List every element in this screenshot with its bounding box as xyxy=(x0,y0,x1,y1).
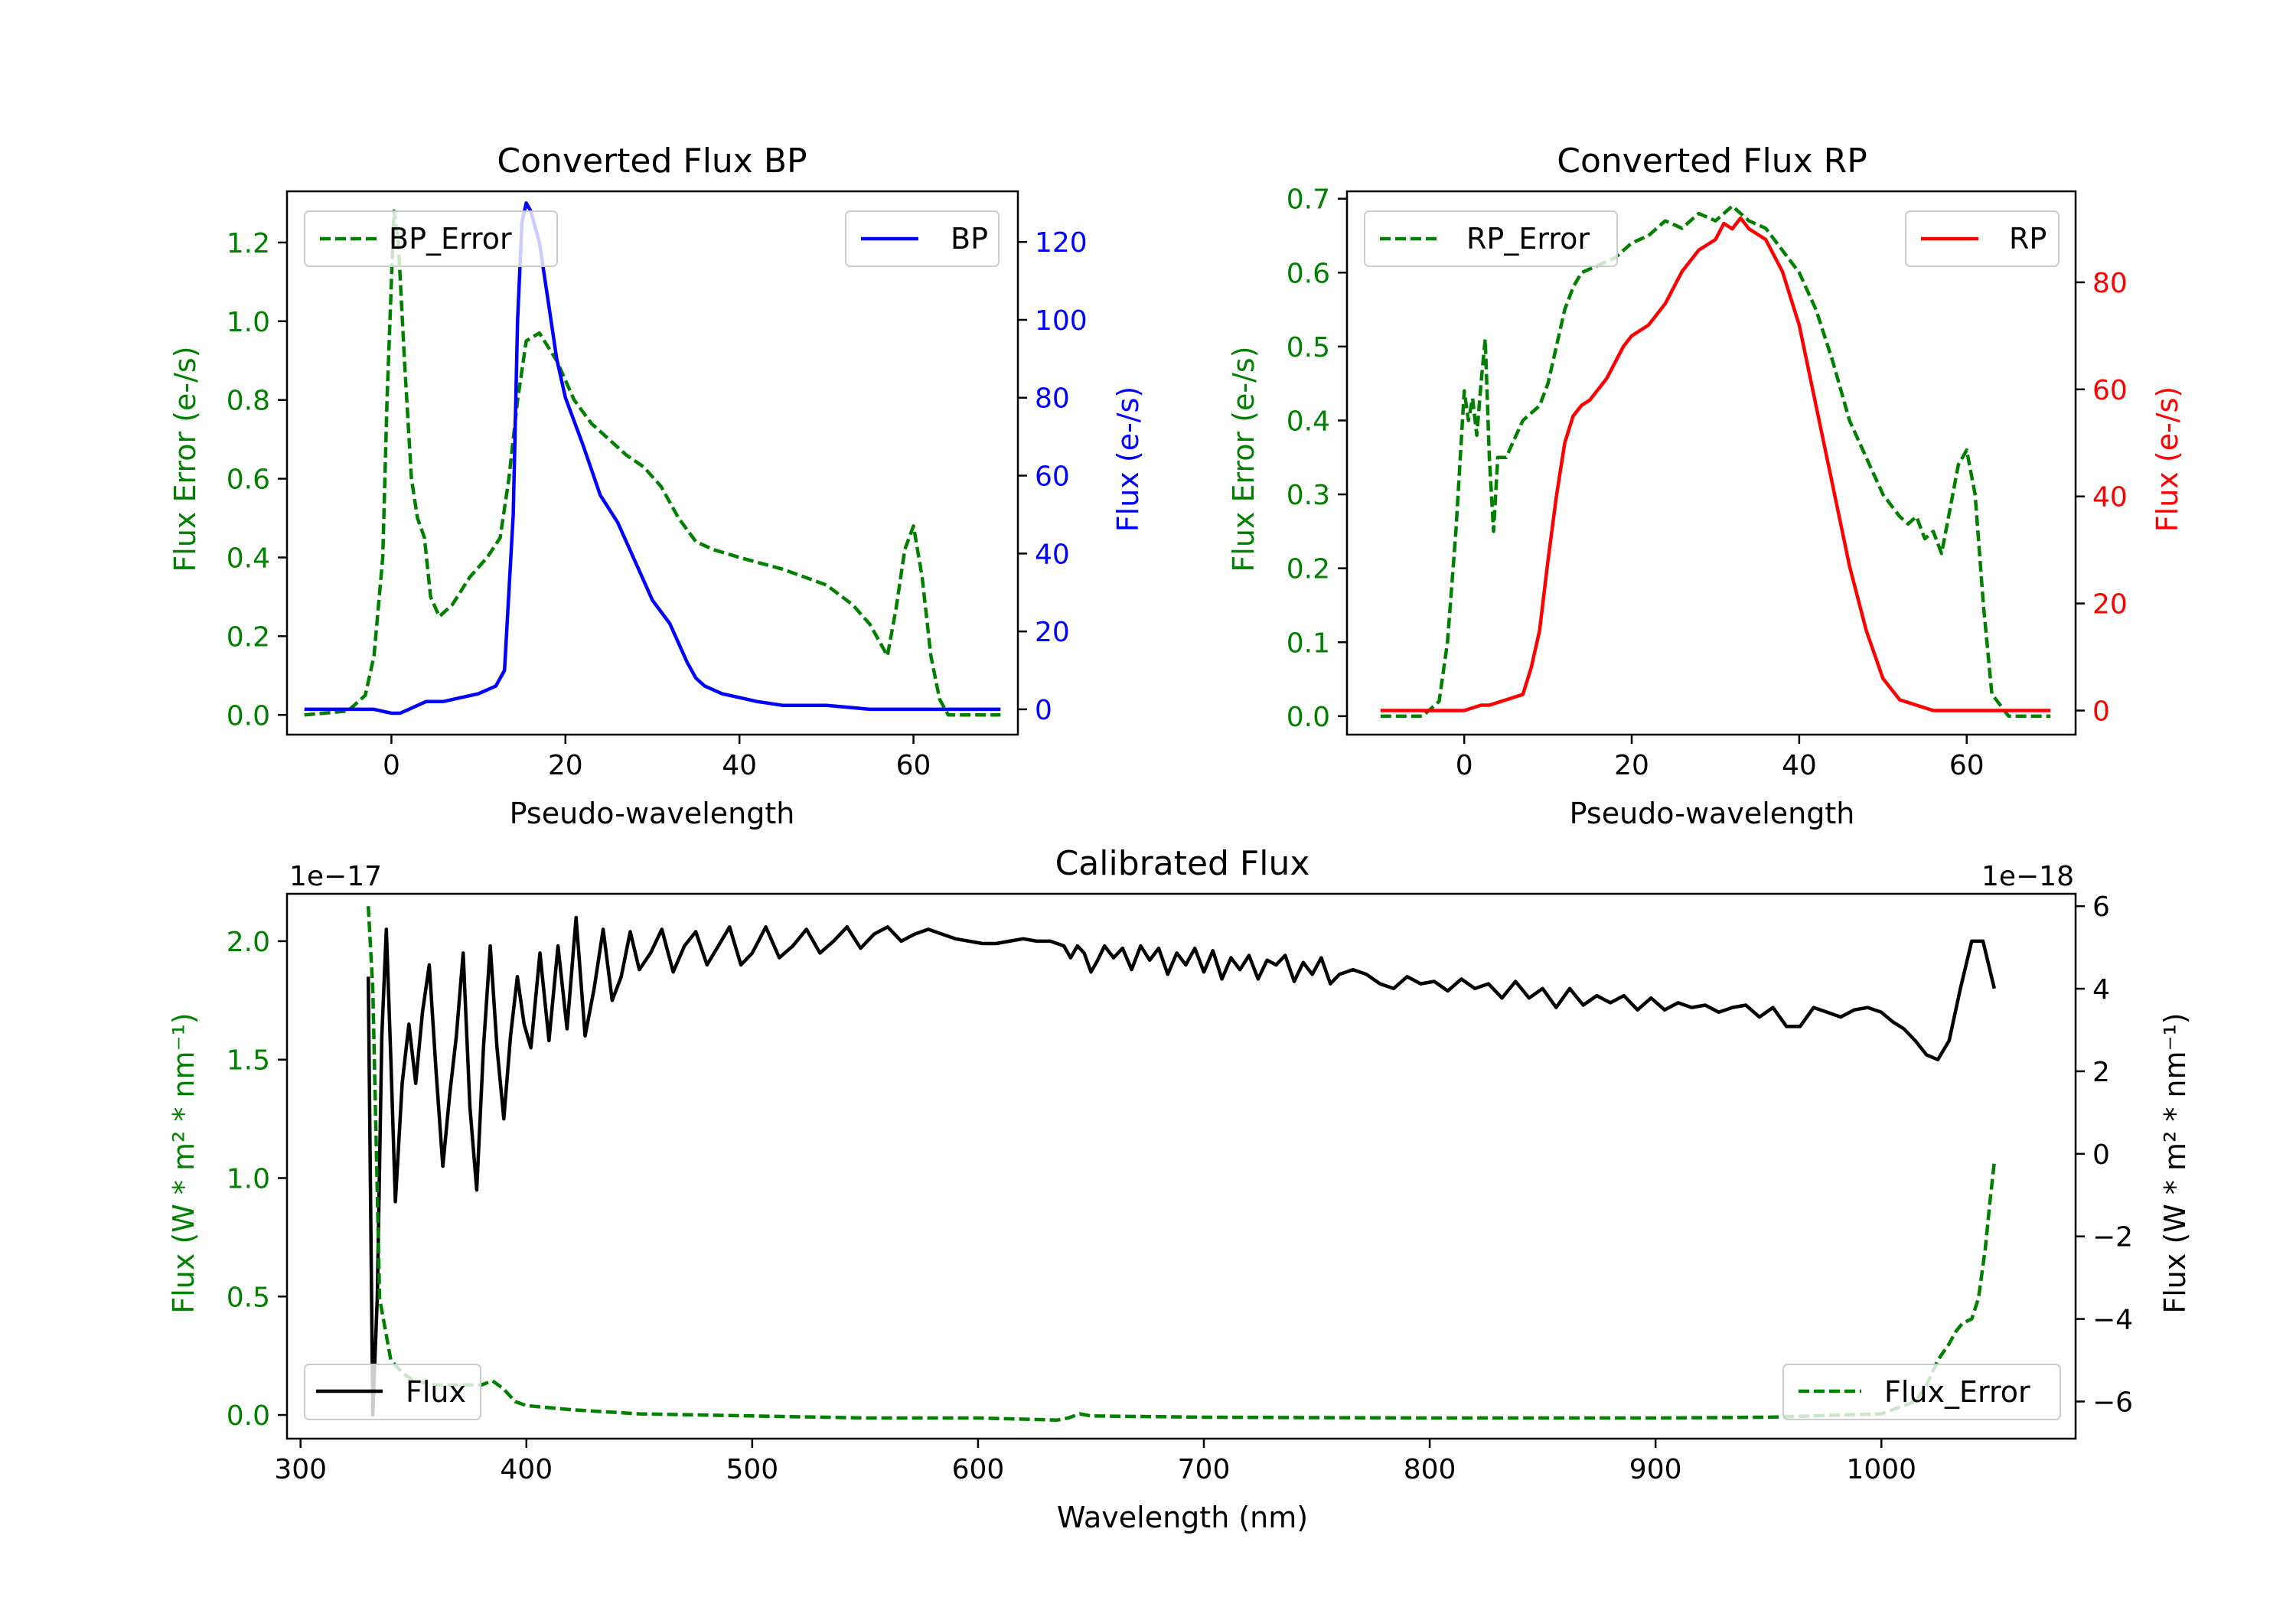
rp-series-rp-error-line xyxy=(1380,204,2051,719)
rp-legend-rp-label: RP xyxy=(2009,222,2047,256)
bp-right-y-tick-label: 60 xyxy=(1035,461,1070,493)
bp-x-axis-label: Pseudo-wavelength xyxy=(510,797,795,830)
calibrated-x-tick-label: 700 xyxy=(1178,1454,1231,1485)
rp-left-y-tick-label: 0.5 xyxy=(1287,332,1330,363)
bp-left-y-tick-label: 0.8 xyxy=(227,386,270,417)
rp-x-tick-label: 60 xyxy=(1949,750,1985,781)
rp-right-y-axis-label: Flux (e-/s) xyxy=(2151,386,2184,532)
rp-left-y-tick-label: 0.6 xyxy=(1287,258,1330,289)
rp-series-rp-line xyxy=(1380,216,2051,712)
bp-right-y-tick-label: 0 xyxy=(1035,695,1052,726)
calibrated-right-y-tick-label: −4 xyxy=(2092,1305,2133,1336)
bp-series-bp-line xyxy=(304,201,1001,715)
rp-plot-frame xyxy=(1345,190,2077,736)
rp-x-axis-label: Pseudo-wavelength xyxy=(1570,797,1855,830)
calibrated-title: Calibrated Flux xyxy=(1055,844,1310,883)
bp-x-tick-label: 60 xyxy=(896,750,931,781)
rp-right-y-tick-label: 80 xyxy=(2092,268,2128,299)
calibrated-right-y-tick-label: 2 xyxy=(2092,1057,2110,1088)
bp-x-tick-label: 40 xyxy=(722,750,757,781)
calibrated-plot-frame xyxy=(285,892,2077,1440)
rp-left-y-tick-label: 0.4 xyxy=(1287,406,1330,437)
bp-left-y-tick-label: 0.4 xyxy=(227,543,270,574)
calibrated-right-y-tick-label: 6 xyxy=(2092,892,2110,923)
bp-x-tick-label: 0 xyxy=(383,750,400,781)
rp-right-y-tick-label: 60 xyxy=(2092,375,2128,406)
calibrated-left-y-tick-label: 0.0 xyxy=(227,1400,270,1432)
bp-x-tick-label: 20 xyxy=(548,750,583,781)
calibrated-x-tick-label: 400 xyxy=(500,1454,553,1485)
bp-right-y-tick-label: 20 xyxy=(1035,617,1070,648)
calibrated-legend-right: Flux_Error xyxy=(1782,1364,2061,1420)
bp-left-y-tick-label: 0.2 xyxy=(227,621,270,653)
bp-right-y-tick-label: 40 xyxy=(1035,539,1070,570)
calibrated-legend-left: Flux xyxy=(304,1364,481,1420)
calibrated-left-y-axis-label: Flux (W * m² * nm⁻¹) xyxy=(167,1012,201,1313)
bp-right-y-tick-label: 80 xyxy=(1035,383,1070,415)
calibrated-legend-flux-label: Flux xyxy=(406,1375,466,1409)
bp-right-y-tick-label: 120 xyxy=(1035,227,1088,259)
calibrated-x-tick-label: 800 xyxy=(1404,1454,1456,1485)
bp-series-bp-error-line xyxy=(304,209,1001,717)
rp-legend-left: RP_Error xyxy=(1364,210,1618,267)
rp-left-y-tick-label: 0.0 xyxy=(1287,702,1330,733)
panel-calibrated-flux: Calibrated Flux 1e−17 1e−18 300 400 500 600… xyxy=(167,844,2192,1534)
calibrated-right-y-tick-label: −6 xyxy=(2092,1387,2133,1418)
bp-left-y-axis-label: Flux Error (e-/s) xyxy=(168,346,202,572)
calibrated-right-offset: 1e−18 xyxy=(1981,861,2074,892)
bp-legend-right: BP xyxy=(845,210,1000,267)
rp-x-tick-label: 0 xyxy=(1456,750,1473,781)
rp-left-y-tick-label: 0.2 xyxy=(1287,554,1330,585)
calibrated-x-tick-label: 900 xyxy=(1629,1454,1682,1485)
calibrated-left-offset: 1e−17 xyxy=(289,861,382,892)
rp-x-tick-label: 40 xyxy=(1782,750,1817,781)
calibrated-x-tick-label: 1000 xyxy=(1846,1454,1916,1485)
calibrated-series-flux-error-line xyxy=(366,906,1997,1422)
bp-plot-frame xyxy=(285,190,1019,736)
panel-converted-flux-bp: Converted Flux BP 0 20 40 60 0.0 0.2 0.4 0.6 0.8… xyxy=(168,142,1145,830)
rp-left-y-axis-label: Flux Error (e-/s) xyxy=(1227,346,1261,572)
calibrated-x-tick-label: 600 xyxy=(952,1454,1005,1485)
calibrated-right-y-axis-label: Flux (W * m² * nm⁻¹) xyxy=(2158,1012,2192,1313)
calibrated-series-flux-line xyxy=(366,915,1996,1417)
calibrated-left-y-tick-label: 0.5 xyxy=(227,1282,270,1313)
bp-title: Converted Flux BP xyxy=(497,142,807,181)
calibrated-left-y-tick-label: 1.5 xyxy=(227,1045,270,1077)
rp-x-tick-label: 20 xyxy=(1614,750,1649,781)
bp-legend-error-label: BP_Error xyxy=(389,222,512,256)
panel-converted-flux-rp: Converted Flux RP 0 20 40 60 0.0 0.1 0.2 0.3 0.4… xyxy=(1227,142,2184,830)
rp-right-y-tick-label: 20 xyxy=(2092,589,2128,621)
bp-right-y-axis-label: Flux (e-/s) xyxy=(1111,386,1145,532)
rp-title: Converted Flux RP xyxy=(1557,142,1867,181)
bp-legend-bp-label: BP xyxy=(951,222,988,256)
calibrated-right-y-tick-label: 4 xyxy=(2092,974,2110,1006)
calibrated-legend-error-label: Flux_Error xyxy=(1884,1375,2030,1409)
rp-legend-error-label: RP_Error xyxy=(1466,222,1590,256)
calibrated-x-tick-label: 500 xyxy=(726,1454,778,1485)
calibrated-x-tick-label: 300 xyxy=(274,1454,327,1485)
bp-legend-left: BP_Error xyxy=(304,210,558,267)
calibrated-right-y-tick-label: 0 xyxy=(2092,1139,2110,1171)
rp-left-y-tick-label: 0.3 xyxy=(1287,480,1330,511)
rp-left-y-tick-label: 0.7 xyxy=(1287,184,1330,216)
bp-right-y-tick-label: 100 xyxy=(1035,305,1088,337)
bp-left-y-tick-label: 0.0 xyxy=(227,700,270,732)
rp-legend-right: RP xyxy=(1905,210,2060,267)
calibrated-right-y-tick-label: −2 xyxy=(2092,1222,2133,1253)
calibrated-x-axis-label: Wavelength (nm) xyxy=(1057,1501,1308,1534)
rp-right-y-tick-label: 0 xyxy=(2092,696,2110,728)
rp-right-y-tick-label: 40 xyxy=(2092,482,2128,513)
bp-left-y-tick-label: 0.6 xyxy=(227,464,270,496)
bp-left-y-tick-label: 1.2 xyxy=(227,228,270,259)
bp-left-y-tick-label: 1.0 xyxy=(227,307,270,338)
rp-left-y-tick-label: 0.1 xyxy=(1287,627,1330,659)
calibrated-left-y-tick-label: 2.0 xyxy=(227,927,270,958)
calibrated-left-y-tick-label: 1.0 xyxy=(227,1163,270,1195)
